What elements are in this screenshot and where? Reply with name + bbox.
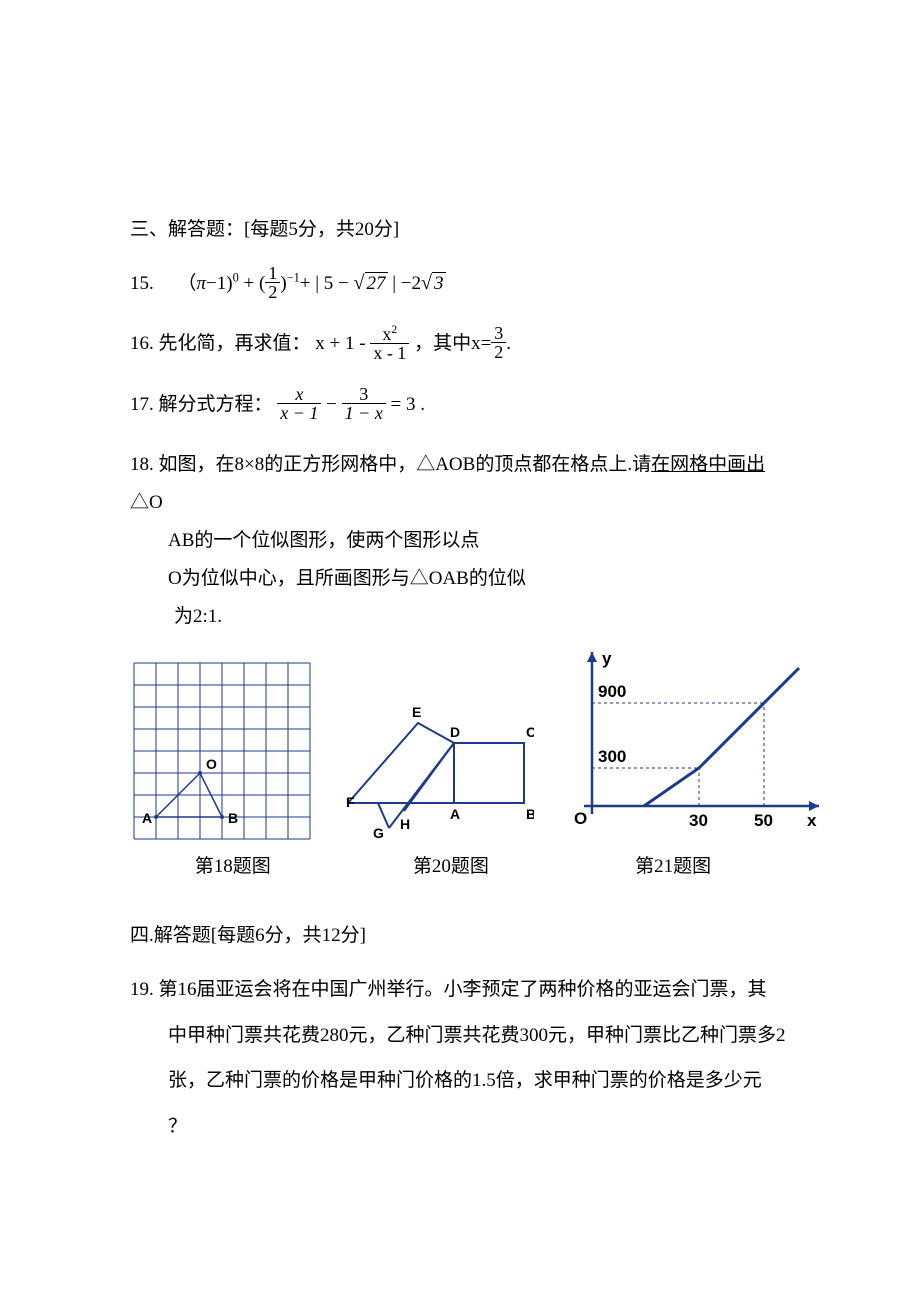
svg-text:50: 50 — [754, 811, 773, 830]
problem-18: 18. 如图，在8×8的正方形网格中，△AOB的顶点都在格点上.请在网格中画出 △… — [130, 446, 790, 636]
figure-18: O A B — [130, 659, 314, 847]
q16-expression: x + 1 - x2x - 1 — [315, 333, 414, 354]
problem-15: 15. （π−1)0 + (12)−1+ | 5 − √27 | −2√3 — [130, 263, 790, 303]
figure-20-svg: F E D C A B HG — [344, 693, 534, 843]
q17-number: 17. — [130, 394, 154, 415]
fig20-caption: 第20题图 — [365, 857, 536, 876]
svg-text:H: H — [400, 816, 410, 832]
svg-text:F: F — [346, 794, 355, 810]
q18-line1b: 在网格中画出 — [651, 454, 765, 475]
q15-number: 15. — [130, 273, 154, 294]
svg-text:E: E — [412, 704, 421, 720]
svg-text:O: O — [574, 809, 587, 828]
q19-line1: 第16届亚运会将在中国广州举行。小李预定了两种价格的亚运会门票，其 — [159, 979, 767, 1000]
svg-text:y: y — [602, 649, 612, 668]
figure-21: 300 900 30 50 Ox y — [564, 648, 824, 847]
q16-text-a: 先化简，再求值： — [159, 333, 311, 354]
svg-text:900: 900 — [598, 682, 626, 701]
q18-line3: O为位似中心，且所画图形与△OAB的位似 — [130, 560, 790, 598]
q18-line4: 为2:1. — [130, 598, 790, 636]
q19-line4: ？ — [130, 1104, 790, 1150]
q19-line3: 张，乙种门票的价格是甲种门价格的1.5倍，求甲种门票的价格是多少元 — [130, 1058, 790, 1104]
figure-18-svg: O A B — [130, 659, 314, 843]
q18-line1c: △O — [130, 492, 163, 513]
fig18-caption: 第18题图 — [150, 857, 315, 876]
svg-text:300: 300 — [598, 747, 626, 766]
svg-text:A: A — [450, 806, 460, 822]
q16-text-b: ，其中 — [414, 333, 471, 354]
problem-17: 17. 解分式方程： xx − 1 − 31 − x = 3 . — [130, 386, 790, 424]
svg-text:G: G — [373, 825, 384, 841]
q19-number: 19. — [130, 979, 154, 1000]
svg-text:A: A — [142, 810, 152, 826]
svg-text:x: x — [807, 811, 817, 830]
q15-expression: （π−1)0 + (12)−1+ | 5 − √27 | −2√3 — [178, 273, 446, 294]
figures-row: OAB FEDCABHG 3009003050Oxy — [130, 648, 790, 847]
svg-text:B: B — [526, 806, 534, 822]
q17-expression: xx − 1 − 31 − x = 3 — [277, 394, 420, 415]
q18-line2: AB的一个位似图形，使两个图形以点 — [130, 522, 790, 560]
q18-line1a: 如图，在8×8的正方形网格中，△AOB的顶点都在格点上.请 — [159, 454, 652, 475]
section-4-header: 四.解答题[每题6分，共12分] — [130, 926, 790, 945]
figure-21-svg: 300 900 30 50 Ox y — [564, 648, 824, 843]
svg-text:B: B — [228, 810, 238, 826]
section-3-header: 三、解答题：[每题5分，共20分] — [130, 220, 790, 239]
q18-number: 18. — [130, 454, 154, 475]
svg-text:C: C — [526, 724, 534, 740]
svg-text:D: D — [450, 724, 460, 740]
figure-captions: 第18题图 第20题图 第21题图 — [130, 857, 790, 876]
q17-text: 解分式方程： — [159, 394, 273, 415]
q19-line2: 中甲种门票共花费280元，乙种门票共花费300元，甲种门票比乙种门票多2 — [130, 1013, 790, 1059]
svg-text:O: O — [206, 756, 217, 772]
q16-number: 16. — [130, 333, 154, 354]
problem-19: 19. 第16届亚运会将在中国广州举行。小李预定了两种价格的亚运会门票，其 中甲… — [130, 967, 790, 1149]
problem-16: 16. 先化简，再求值： x + 1 - x2x - 1 ，其中x=32. — [130, 325, 790, 364]
svg-text:30: 30 — [689, 811, 708, 830]
figure-20: F E D C A B HG — [344, 693, 534, 847]
fig21-caption: 第21题图 — [556, 857, 790, 876]
